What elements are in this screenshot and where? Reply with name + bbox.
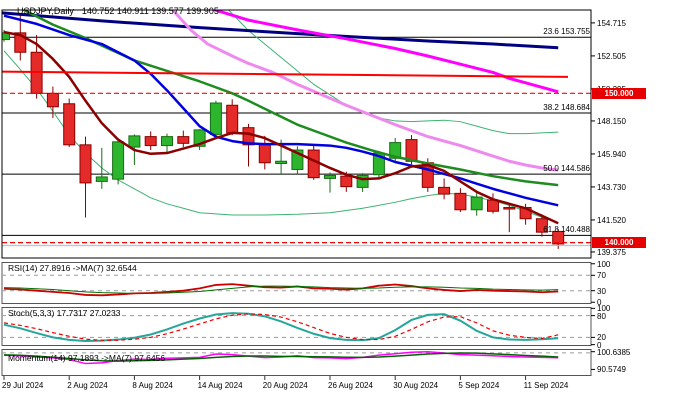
- fib-level-label: 61.8 140.488: [543, 225, 590, 235]
- stoch-main: [3, 312, 559, 343]
- price-axis-label: 141.520: [597, 215, 626, 225]
- rsi-axis-label: 70: [597, 271, 606, 281]
- date-label: 11 Sep 2024: [523, 381, 569, 390]
- stochastic-panel[interactable]: [1, 307, 592, 346]
- stochastic-plot[interactable]: [2, 312, 591, 343]
- ohlc-values: 140.752 140.911 139.577 139.905: [81, 6, 219, 16]
- momentum-ma: [3, 352, 559, 362]
- price-level-badge: 140.000: [592, 237, 646, 249]
- price-axis[interactable]: [592, 10, 700, 375]
- price-level-badge: 150.000: [592, 87, 646, 99]
- ma-magenta: [210, 10, 559, 94]
- rsi-ma: [3, 285, 559, 294]
- date-label: 2 Aug 2024: [67, 381, 108, 390]
- momentum-axis-label: 100.6385: [597, 347, 631, 357]
- date-label: 29 Jul 2024: [2, 381, 44, 390]
- symbol-period-label: USDJPY,Daily: [17, 6, 74, 16]
- momentum-plot[interactable]: [2, 351, 591, 365]
- rsi-indicator-label: RSI(14) 27.8916 ->MA(7) 32.6544: [8, 263, 137, 273]
- fib-level-label: 23.6 153.755: [543, 27, 590, 37]
- stochastic-axis-label: 100: [597, 304, 611, 314]
- date-label: 8 Aug 2024: [132, 381, 173, 390]
- momentum-axis-label: 90.5749: [597, 365, 626, 375]
- time-axis[interactable]: [0, 377, 592, 400]
- price-axis-label: 152.505: [597, 51, 626, 61]
- stoch-signal: [3, 313, 559, 341]
- price-axis-label: 148.150: [597, 116, 626, 126]
- resistance-trendline: [2, 70, 569, 78]
- rsi-axis-label: 100: [597, 259, 611, 269]
- ma-plum: [170, 10, 559, 172]
- date-label: 26 Aug 2024: [328, 381, 373, 390]
- stochastic-axis-label: 80: [597, 311, 606, 321]
- chart-title: USDJPY,Daily 140.752 140.911 139.577 139.…: [17, 6, 219, 16]
- rsi-plot[interactable]: [2, 274, 591, 297]
- rsi-axis-label: 30: [597, 286, 606, 296]
- momentum-panel[interactable]: [1, 349, 592, 376]
- rsi-panel[interactable]: [1, 262, 592, 304]
- stochastic-axis-label: 0: [597, 340, 602, 350]
- rsi-axis-label: 0: [597, 298, 602, 308]
- rsi-line: [3, 283, 559, 297]
- ma-blue: [3, 14, 559, 207]
- fib-level-label: 50.0 144.586: [543, 164, 590, 174]
- price-axis-label: 145.940: [597, 149, 626, 159]
- candlesticks: [2, 15, 565, 249]
- date-label: 5 Sep 2024: [458, 381, 500, 390]
- date-label: 20 Aug 2024: [262, 381, 308, 390]
- stochastic-axis-label: 20: [597, 333, 606, 343]
- momentum-indicator-label: Momentum(14) 97.1893 ->MA(7) 97.6456: [8, 353, 166, 363]
- ma-maroon: [3, 30, 559, 225]
- price-axis-label: 143.730: [597, 182, 626, 192]
- stochastic-indicator-label: Stoch(5,3,3) 17.7317 27.0233: [8, 308, 121, 318]
- date-label: 30 Aug 2024: [393, 381, 439, 390]
- fib-level-label: 38.2 148.684: [543, 102, 590, 112]
- price-axis-label: 139.375: [597, 247, 626, 257]
- price-axis-label: 154.715: [597, 18, 626, 28]
- date-label: 14 Aug 2024: [197, 381, 243, 390]
- main-chart-panel[interactable]: [0, 4, 591, 249]
- band-upper: [227, 10, 559, 135]
